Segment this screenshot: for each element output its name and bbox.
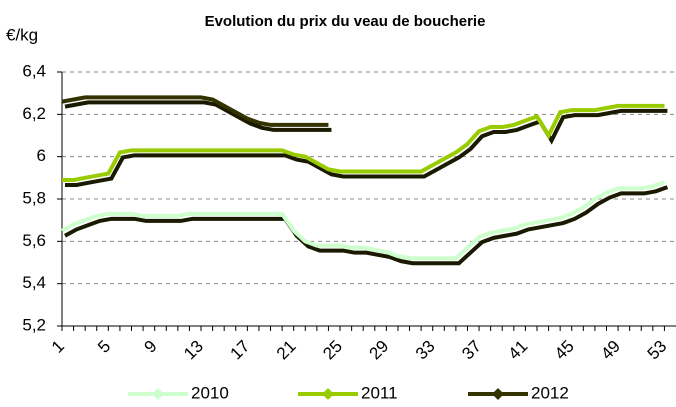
series-line xyxy=(61,95,329,127)
x-tick-label: 25 xyxy=(319,337,346,364)
legend-label: 2012 xyxy=(531,383,569,402)
x-tick-label: 33 xyxy=(412,337,439,364)
y-tick-label: 6,2 xyxy=(22,104,46,123)
line-shadow xyxy=(65,108,668,187)
x-tick-label: 29 xyxy=(366,337,393,364)
x-tick-label: 5 xyxy=(94,337,114,357)
x-tick-label: 41 xyxy=(505,337,532,364)
legend-marker xyxy=(322,388,334,400)
x-tick-label: 21 xyxy=(273,337,300,364)
x-tick-label: 53 xyxy=(644,337,671,364)
y-tick-label: 5,8 xyxy=(22,188,46,207)
y-tick-label: 5,4 xyxy=(22,273,46,292)
x-tick-label: 9 xyxy=(141,337,161,357)
series-line xyxy=(62,103,665,182)
x-tick-label: 37 xyxy=(458,337,485,364)
y-tick-label: 5,6 xyxy=(22,231,46,250)
y-tick-label: 6,4 xyxy=(22,61,46,80)
y-tick-label: 6 xyxy=(37,146,46,165)
x-tick-label: 1 xyxy=(48,337,68,357)
x-tick-label: 49 xyxy=(597,337,624,364)
line-shadow xyxy=(64,185,669,266)
y-tick-label: 5,2 xyxy=(22,315,46,334)
x-tick-label: 13 xyxy=(180,337,207,364)
x-tick-label: 17 xyxy=(227,337,254,364)
line-shadow xyxy=(64,100,332,132)
chart-title: Evolution du prix du veau de boucherie xyxy=(205,13,486,30)
legend-marker xyxy=(492,388,504,400)
x-tick-label: 45 xyxy=(551,337,578,364)
legend-label: 2010 xyxy=(191,383,229,402)
series-line xyxy=(61,180,666,261)
y-axis-label: €/kg xyxy=(6,25,38,44)
legend-marker xyxy=(152,388,164,400)
legend-label: 2011 xyxy=(361,383,398,402)
